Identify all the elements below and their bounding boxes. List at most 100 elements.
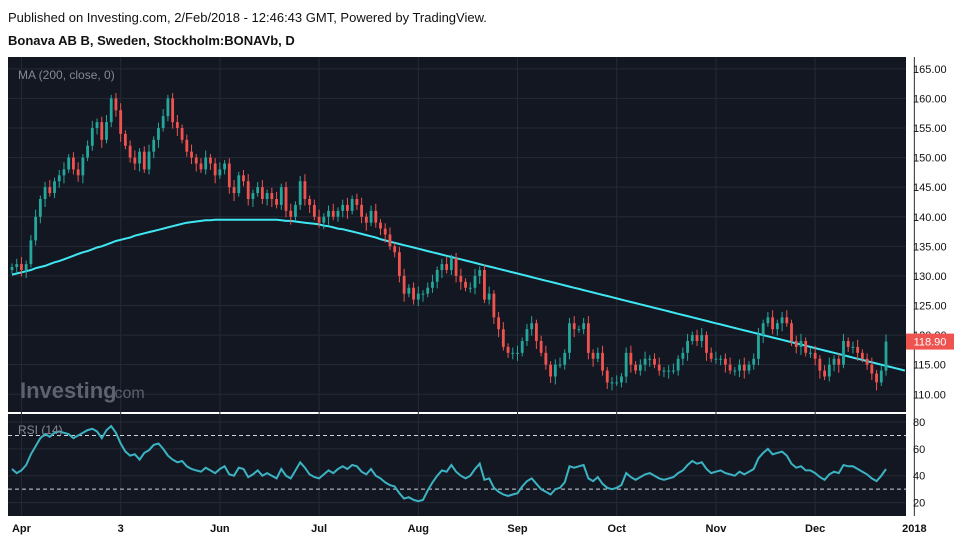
- candle-body: [308, 199, 312, 205]
- candle-body: [294, 204, 297, 217]
- candle-body: [700, 335, 704, 341]
- candle-body: [809, 352, 812, 354]
- candle-body: [327, 210, 330, 217]
- x-tick-label: Aug: [408, 523, 429, 535]
- rsi-tick-label: 40: [913, 471, 925, 483]
- candle-body: [738, 364, 741, 371]
- x-tick-label: Jul: [311, 523, 327, 535]
- candle-body: [832, 358, 836, 365]
- candle-body: [355, 199, 359, 205]
- candle-body: [194, 157, 198, 164]
- rsi-tick-label: 20: [913, 498, 925, 510]
- candle-body: [605, 370, 609, 383]
- candle-body: [747, 364, 751, 371]
- candle-body: [105, 122, 108, 140]
- candle-body: [100, 122, 104, 140]
- candle-body: [634, 364, 638, 371]
- candle-body: [714, 358, 718, 360]
- candle-body: [827, 364, 831, 377]
- price-tick-label: 110.00: [913, 389, 946, 401]
- chart-area[interactable]: 110.00115.00120.00125.00130.00135.00140.…: [0, 57, 960, 540]
- candle-body: [369, 210, 373, 223]
- candle-body: [586, 323, 590, 353]
- x-tick-label: Oct: [608, 523, 627, 535]
- x-tick-label: Jun: [210, 523, 230, 535]
- candle-body: [393, 246, 397, 253]
- candle-body: [199, 163, 203, 170]
- candle-body: [364, 216, 368, 223]
- candle-body: [10, 267, 14, 270]
- candle-body: [520, 341, 524, 353]
- candle-body: [629, 352, 633, 365]
- candle-body: [284, 187, 288, 211]
- last-price-label: 118.90: [914, 337, 947, 349]
- candle-body: [331, 210, 335, 217]
- candle-body: [733, 370, 737, 372]
- candle-body: [761, 323, 765, 336]
- candle-body: [837, 358, 841, 365]
- candle-body: [166, 98, 170, 117]
- price-tick-label: 165.00: [913, 64, 947, 76]
- candle-body: [445, 264, 449, 270]
- candle-body: [577, 329, 581, 331]
- candle-body: [785, 317, 789, 324]
- candle-body: [346, 204, 349, 211]
- candle-body: [81, 157, 85, 176]
- watermark-suffix: .com: [110, 385, 145, 402]
- candle-body: [227, 163, 231, 188]
- candle-body: [539, 341, 543, 353]
- candle-body: [449, 258, 453, 270]
- candle-body: [213, 163, 217, 176]
- candle-body: [884, 341, 888, 371]
- candle-body: [336, 210, 340, 217]
- candle-body: [246, 181, 250, 199]
- rsi-legend: RSI (14): [18, 423, 63, 437]
- candle-body: [757, 335, 760, 359]
- candle-body: [402, 275, 406, 294]
- candle-body: [256, 187, 260, 194]
- candle-body: [109, 98, 113, 123]
- price-pane-background: [8, 57, 906, 412]
- candle-body: [492, 293, 496, 318]
- candle-body: [478, 270, 482, 276]
- candle-body: [742, 364, 746, 371]
- candle-body: [823, 370, 826, 377]
- candle-body: [34, 216, 38, 241]
- candle-body: [416, 293, 420, 300]
- candle-body: [610, 382, 614, 384]
- candle-body: [723, 358, 727, 365]
- chart-svg[interactable]: 110.00115.00120.00125.00130.00135.00140.…: [0, 57, 960, 540]
- candle-body: [615, 382, 619, 384]
- candle-body: [138, 151, 141, 164]
- candle-body: [275, 199, 278, 205]
- candle-body: [511, 352, 515, 354]
- candle-body: [57, 175, 61, 182]
- candle-body: [242, 175, 245, 182]
- candle-body: [38, 199, 42, 217]
- candle-body: [686, 341, 689, 353]
- price-tick-label: 155.00: [913, 123, 947, 135]
- candle-body: [383, 228, 387, 235]
- candle-body: [322, 216, 326, 223]
- candle-body: [780, 317, 784, 324]
- x-tick-label: 3: [118, 523, 124, 535]
- rsi-line: [11, 424, 887, 503]
- candle-body: [681, 352, 685, 359]
- candle-body: [53, 181, 56, 194]
- candle-body: [591, 352, 595, 359]
- candle-body: [473, 275, 477, 288]
- investing-watermark: Investing .com: [20, 378, 145, 403]
- candle-body: [804, 341, 808, 353]
- x-tick-label: Nov: [706, 523, 728, 535]
- last-price-badge: [906, 333, 954, 350]
- candle-body: [799, 341, 803, 347]
- candle-body: [147, 151, 151, 170]
- candle-body: [648, 358, 652, 360]
- price-tick-label: 135.00: [913, 241, 947, 253]
- candle-body: [218, 169, 222, 176]
- ma-200-line: [11, 218, 906, 372]
- candle-body: [558, 364, 562, 366]
- candle-body: [771, 317, 775, 330]
- candle-body: [237, 175, 241, 194]
- candle-body: [128, 145, 132, 158]
